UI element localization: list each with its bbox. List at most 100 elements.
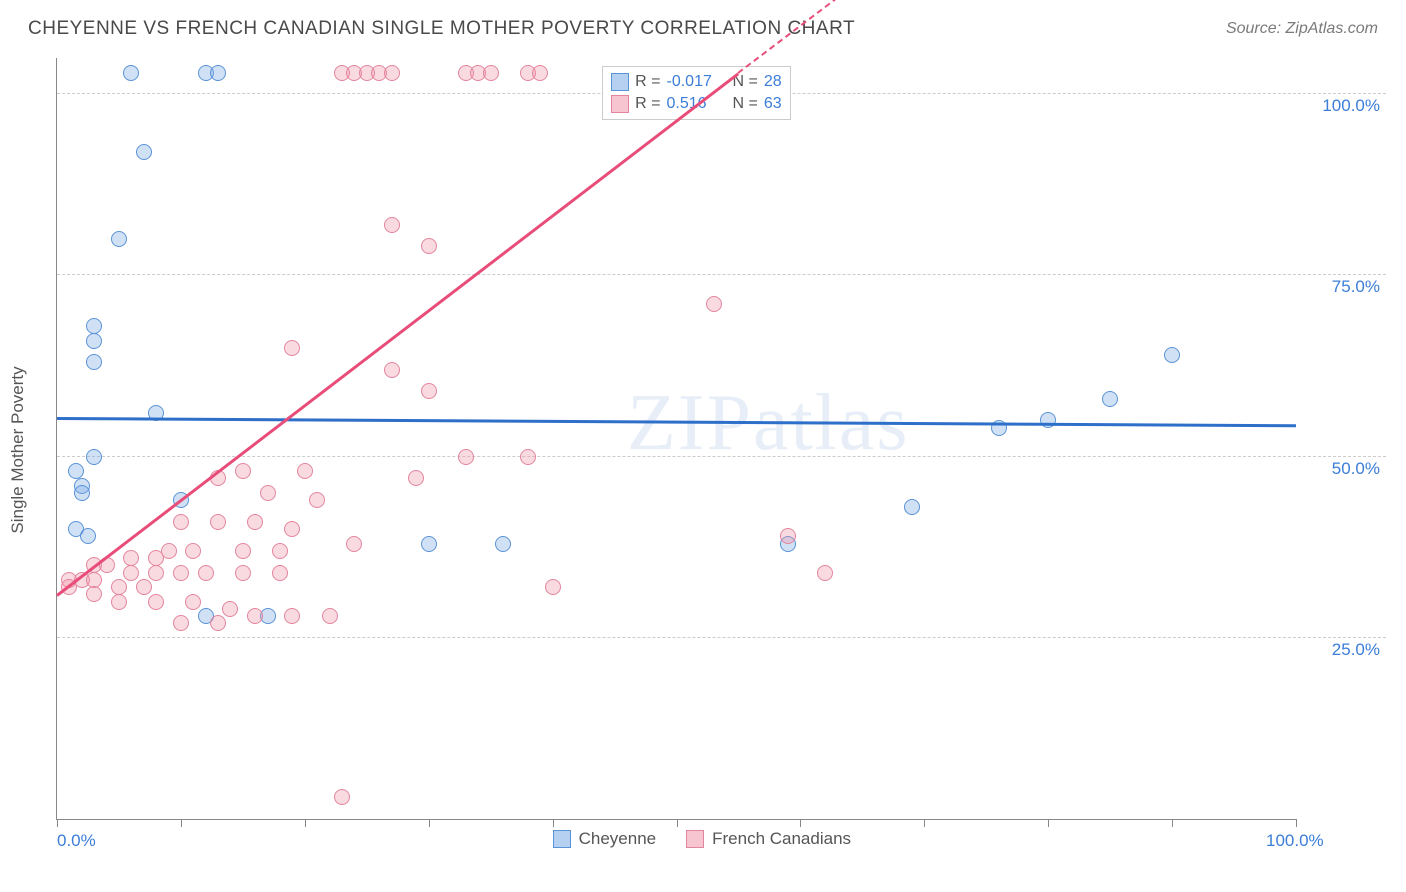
scatter-marker <box>235 565 251 581</box>
y-tick-label: 75.0% <box>1332 277 1380 297</box>
regression-line <box>57 417 1296 427</box>
scatter-marker <box>136 579 152 595</box>
scatter-marker <box>384 362 400 378</box>
scatter-marker <box>148 565 164 581</box>
scatter-marker <box>904 499 920 515</box>
scatter-marker <box>384 217 400 233</box>
series-legend: Cheyenne French Canadians <box>553 829 851 849</box>
scatter-marker <box>309 492 325 508</box>
legend-n-value: 63 <box>764 95 782 113</box>
legend-swatch <box>553 830 571 848</box>
chart-container: ZIPatlas 25.0%50.0%75.0%100.0%0.0%100.0%… <box>56 58 1386 852</box>
scatter-marker <box>247 608 263 624</box>
scatter-marker <box>86 449 102 465</box>
legend-r-label: R = <box>635 95 660 113</box>
scatter-marker <box>706 296 722 312</box>
scatter-marker <box>817 565 833 581</box>
x-tick <box>553 819 554 827</box>
legend-n-value: 28 <box>764 73 782 91</box>
x-tick <box>57 819 58 827</box>
scatter-marker <box>334 789 350 805</box>
chart-header: CHEYENNE VS FRENCH CANADIAN SINGLE MOTHE… <box>0 0 1406 46</box>
y-axis-label: Single Mother Poverty <box>8 366 28 533</box>
scatter-marker <box>148 594 164 610</box>
scatter-marker <box>260 485 276 501</box>
scatter-marker <box>185 543 201 559</box>
scatter-marker <box>247 514 263 530</box>
scatter-marker <box>173 615 189 631</box>
scatter-marker <box>235 543 251 559</box>
legend-swatch <box>611 73 629 91</box>
y-tick-label: 100.0% <box>1322 96 1380 116</box>
scatter-marker <box>520 449 536 465</box>
scatter-marker <box>458 449 474 465</box>
scatter-marker <box>80 528 96 544</box>
scatter-marker <box>123 65 139 81</box>
scatter-marker <box>173 514 189 530</box>
scatter-marker <box>346 536 362 552</box>
scatter-marker <box>483 65 499 81</box>
scatter-marker <box>123 565 139 581</box>
scatter-marker <box>1102 391 1118 407</box>
y-tick-label: 25.0% <box>1332 640 1380 660</box>
scatter-marker <box>297 463 313 479</box>
scatter-marker <box>272 543 288 559</box>
source-label: Source: ZipAtlas.com <box>1226 20 1378 38</box>
series-legend-item: Cheyenne <box>553 829 657 849</box>
regression-line <box>56 73 739 597</box>
plot-area: ZIPatlas 25.0%50.0%75.0%100.0%0.0%100.0%… <box>56 58 1296 820</box>
scatter-marker <box>495 536 511 552</box>
series-legend-item: French Canadians <box>686 829 851 849</box>
correlation-legend-row: R =-0.017N =28 <box>611 71 781 93</box>
correlation-legend: R =-0.017N =28R =0.516N =63 <box>602 66 790 120</box>
scatter-marker <box>222 601 238 617</box>
gridline-h <box>57 637 1386 638</box>
scatter-marker <box>532 65 548 81</box>
x-tick <box>1296 819 1297 827</box>
scatter-marker <box>173 565 189 581</box>
scatter-marker <box>1040 412 1056 428</box>
scatter-marker <box>210 615 226 631</box>
y-tick-label: 50.0% <box>1332 459 1380 479</box>
legend-swatch <box>611 95 629 113</box>
x-tick-label: 100.0% <box>1266 831 1324 851</box>
scatter-marker <box>210 514 226 530</box>
scatter-marker <box>86 333 102 349</box>
legend-r-label: R = <box>635 73 660 91</box>
scatter-marker <box>322 608 338 624</box>
x-tick <box>1172 819 1173 827</box>
x-tick <box>924 819 925 827</box>
scatter-marker <box>198 565 214 581</box>
gridline-h <box>57 456 1386 457</box>
scatter-marker <box>235 463 251 479</box>
scatter-marker <box>284 521 300 537</box>
scatter-marker <box>284 608 300 624</box>
scatter-marker <box>111 594 127 610</box>
scatter-marker <box>384 65 400 81</box>
scatter-marker <box>780 528 796 544</box>
scatter-marker <box>86 586 102 602</box>
scatter-marker <box>74 485 90 501</box>
x-tick <box>181 819 182 827</box>
scatter-marker <box>1164 347 1180 363</box>
x-tick-label: 0.0% <box>57 831 96 851</box>
scatter-marker <box>111 231 127 247</box>
scatter-marker <box>545 579 561 595</box>
legend-n-label: N = <box>733 95 758 113</box>
legend-swatch <box>686 830 704 848</box>
scatter-marker <box>421 238 437 254</box>
scatter-marker <box>421 536 437 552</box>
series-legend-label: Cheyenne <box>579 829 657 849</box>
scatter-marker <box>86 354 102 370</box>
scatter-marker <box>210 65 226 81</box>
scatter-marker <box>272 565 288 581</box>
scatter-marker <box>284 340 300 356</box>
x-tick <box>305 819 306 827</box>
scatter-marker <box>408 470 424 486</box>
scatter-marker <box>185 594 201 610</box>
x-tick <box>1048 819 1049 827</box>
chart-title: CHEYENNE VS FRENCH CANADIAN SINGLE MOTHE… <box>28 18 855 40</box>
series-legend-label: French Canadians <box>712 829 851 849</box>
gridline-h <box>57 274 1386 275</box>
x-tick <box>429 819 430 827</box>
